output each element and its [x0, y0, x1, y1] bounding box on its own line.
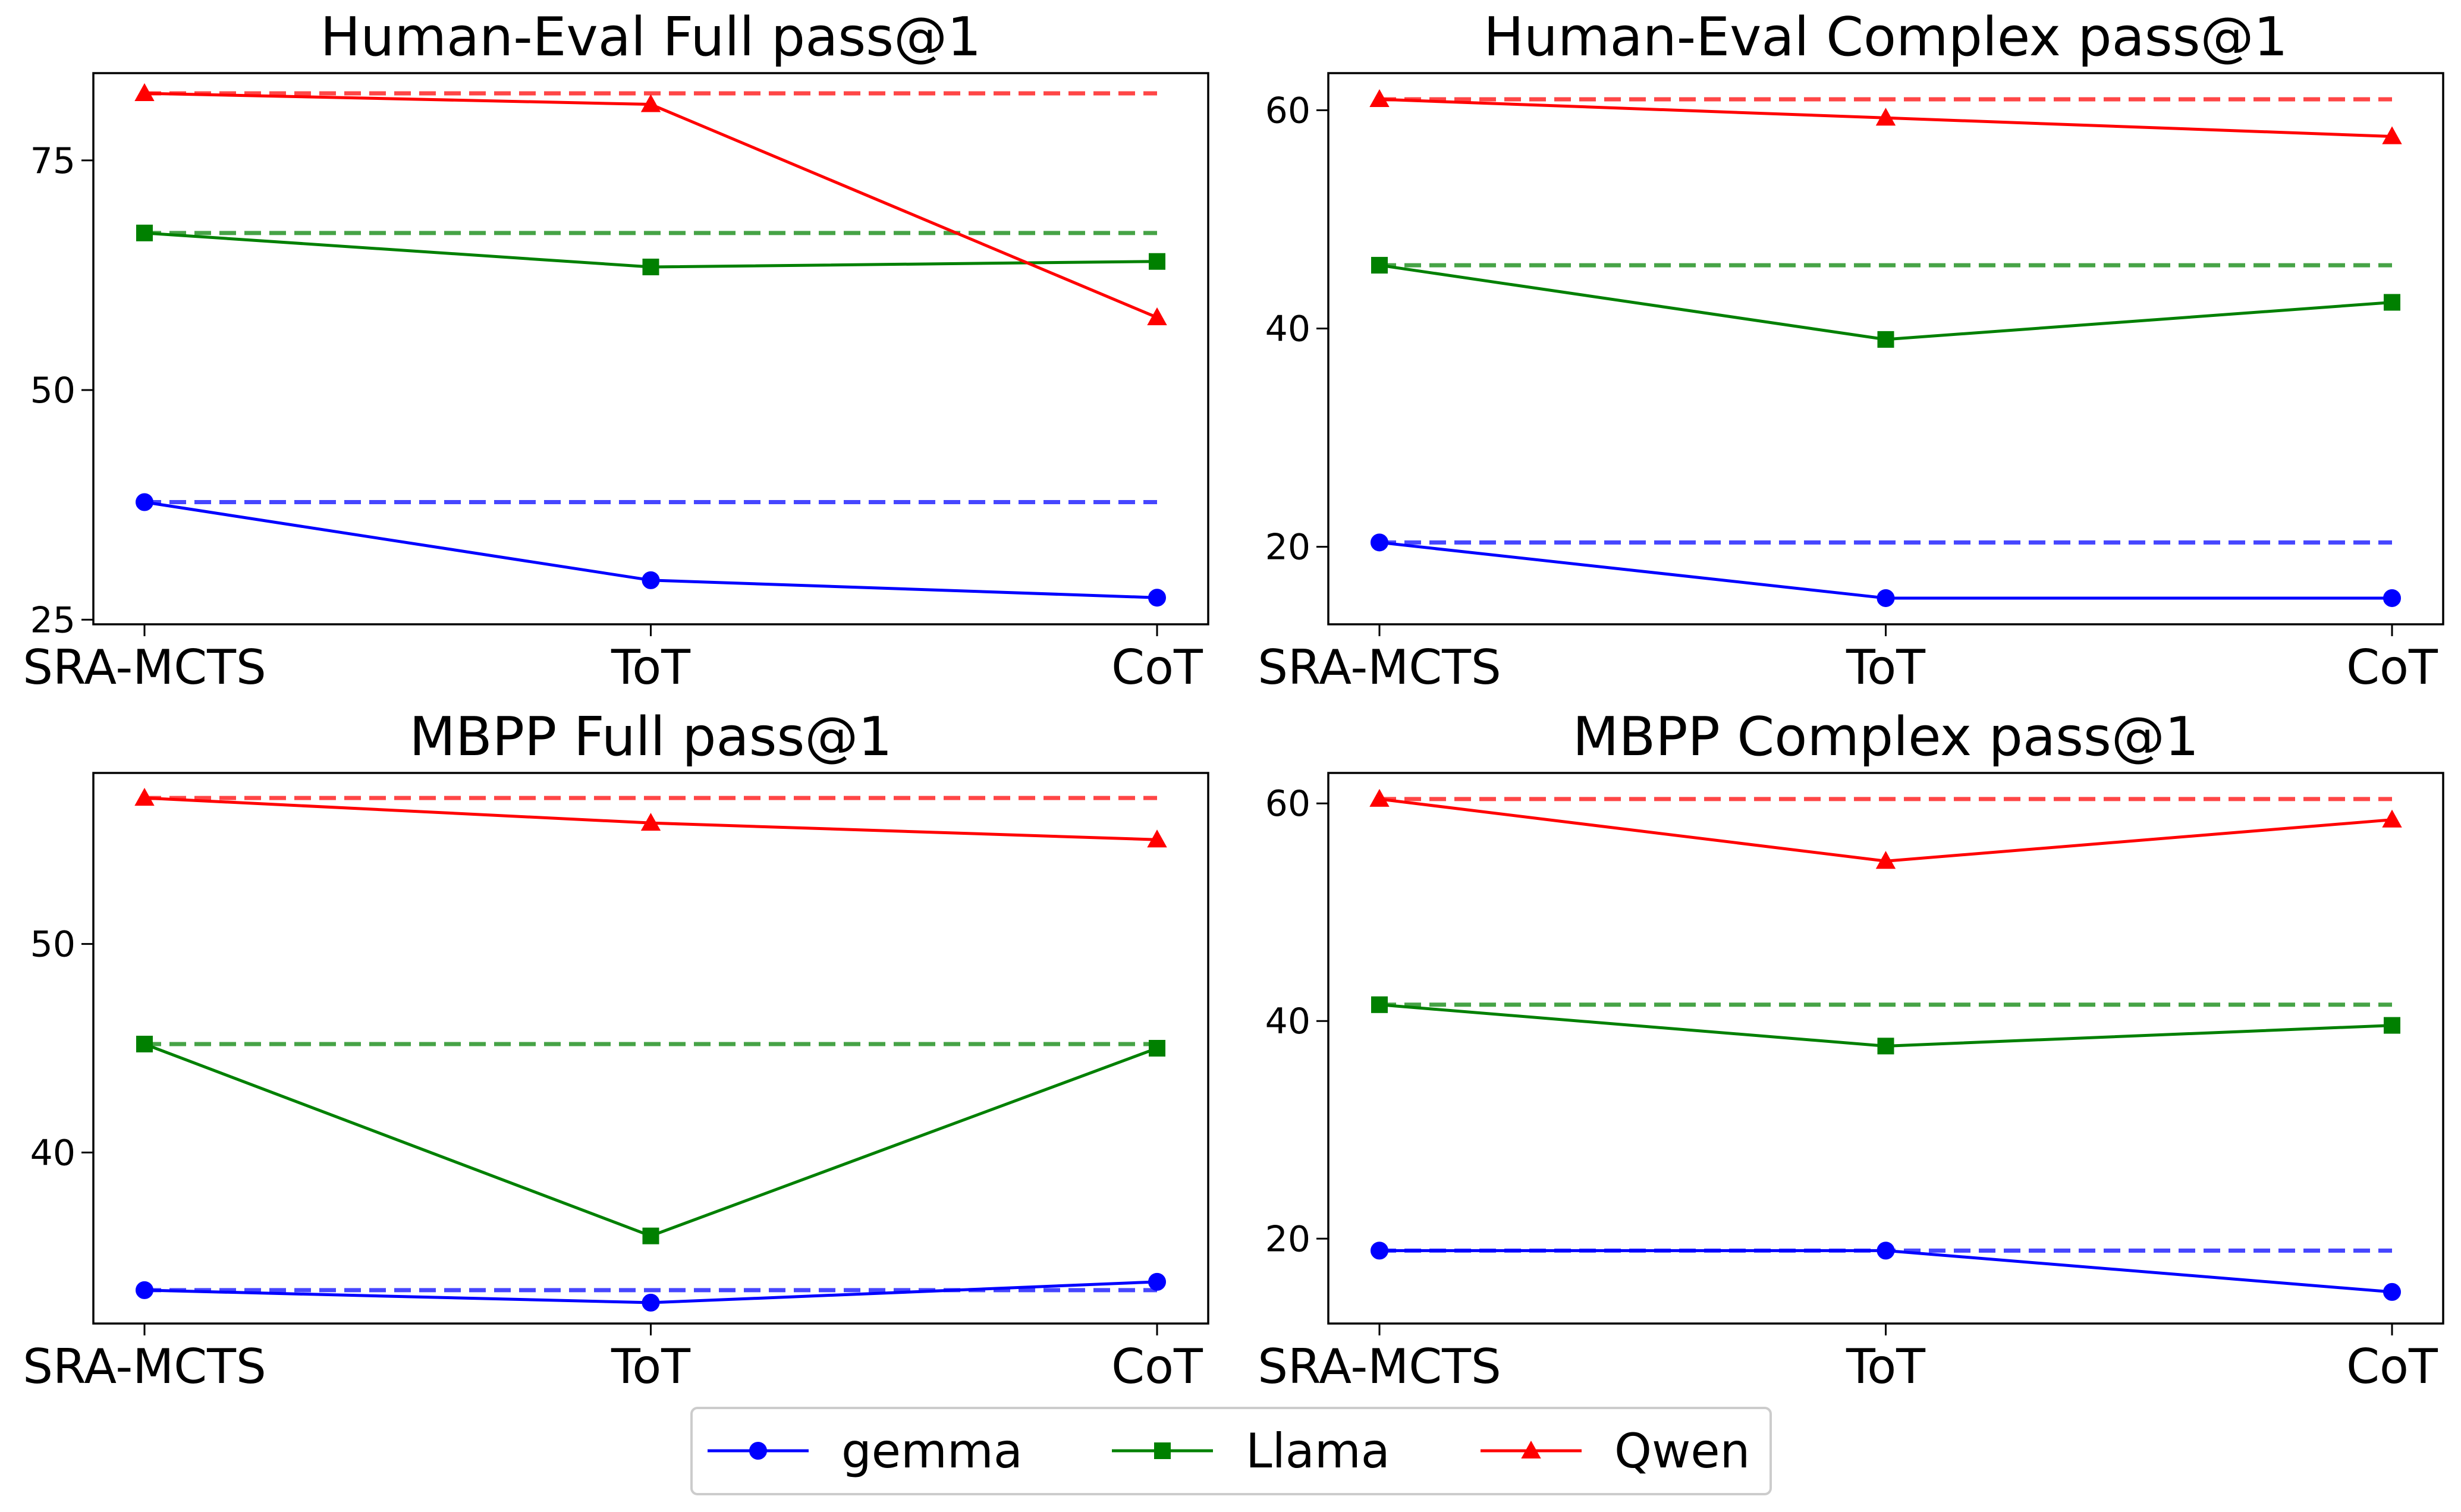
data-point-qwen — [1875, 108, 1896, 126]
data-point-gemma — [136, 493, 153, 511]
data-point-qwen — [134, 788, 155, 806]
data-point-llama — [136, 224, 153, 241]
data-point-gemma — [1371, 1241, 1388, 1260]
data-point-qwen — [1369, 89, 1390, 108]
data-point-gemma — [642, 1293, 660, 1312]
legend-marker-square — [1154, 1442, 1171, 1459]
legend-item-llama: Llama — [1112, 1423, 1390, 1479]
x-tick-label: SRA-MCTS — [1258, 1339, 1501, 1394]
series-line-llama — [1379, 263, 2393, 341]
data-point-qwen — [640, 94, 661, 112]
data-point-llama — [136, 1035, 153, 1052]
x-tick-label: ToT — [1846, 1339, 1926, 1394]
x-tick-label: CoT — [1111, 1339, 1203, 1394]
x-tick-label: ToT — [611, 640, 691, 695]
data-point-gemma — [1877, 589, 1895, 607]
chart-title: Human-Eval Full pass@1 — [320, 6, 982, 68]
data-point-llama — [1149, 1040, 1165, 1057]
y-tick-label: 50 — [30, 924, 76, 966]
chart-panel-2: Human-Eval Complex pass@1 20 40 60 SRA-MCTS T… — [1258, 6, 2444, 695]
data-point-llama — [2384, 1017, 2400, 1034]
legend-label: Qwen — [1614, 1423, 1750, 1479]
x-tick-label: CoT — [2346, 640, 2438, 695]
legend-item-qwen: Qwen — [1481, 1423, 1750, 1479]
data-point-gemma — [1877, 1241, 1895, 1260]
data-point-llama — [1877, 1038, 1894, 1055]
chart-panels: Human-Eval Full pass@1 25 50 75 SRA-MCTS ToT C… — [23, 6, 2444, 1394]
x-tick-label: SRA-MCTS — [23, 640, 266, 695]
series-line-llama — [144, 1042, 1158, 1238]
chart-title: Human-Eval Complex pass@1 — [1483, 6, 2288, 68]
data-point-qwen — [1875, 851, 1896, 869]
x-tick-label: SRA-MCTS — [1258, 640, 1501, 695]
data-point-qwen — [640, 813, 661, 831]
x-tick-label: ToT — [611, 1339, 691, 1394]
legend-marker-triangle — [1521, 1440, 1541, 1458]
x-tick-label: CoT — [2346, 1339, 2438, 1394]
chart-title: MBPP Complex pass@1 — [1573, 706, 2199, 768]
y-tick-label: 25 — [30, 599, 76, 641]
axes-frame — [1327, 772, 2444, 1325]
data-point-gemma — [136, 1281, 153, 1299]
y-tick-label: 60 — [1265, 90, 1310, 131]
data-point-llama — [642, 258, 659, 275]
axes-frame — [92, 772, 1209, 1325]
x-tick-label: CoT — [1111, 640, 1203, 695]
axes-frame — [1327, 72, 2444, 625]
data-point-gemma — [2383, 589, 2401, 607]
data-point-llama — [642, 1227, 659, 1244]
y-tick-label: 40 — [30, 1132, 76, 1174]
y-tick-label: 75 — [30, 140, 76, 182]
data-point-qwen — [1147, 829, 1167, 848]
data-point-gemma — [2383, 1282, 2401, 1301]
legend-box — [690, 1407, 1772, 1495]
data-point-llama — [1371, 257, 1388, 274]
legend-label: Llama — [1246, 1423, 1390, 1479]
data-point-qwen — [2382, 809, 2402, 828]
series-line-qwen — [144, 92, 1158, 319]
legend-marker-circle — [749, 1442, 767, 1460]
y-tick-label: 20 — [1265, 1218, 1310, 1260]
x-tick-label: SRA-MCTS — [23, 1339, 266, 1394]
chart-panel-1: Human-Eval Full pass@1 25 50 75 SRA-MCTS ToT C… — [23, 6, 1209, 695]
data-point-gemma — [1148, 589, 1166, 607]
chart-panel-3: MBPP Full pass@1 40 50 SRA-MCTS ToT CoT — [23, 706, 1209, 1394]
chart-panel-4: MBPP Complex pass@1 20 40 60 SRA-MCTS ToT CoT — [1258, 706, 2444, 1394]
legend-label: gemma — [841, 1423, 1023, 1479]
y-tick-label: 20 — [1265, 527, 1310, 568]
chart-title: MBPP Full pass@1 — [409, 706, 892, 768]
legend: gemma Llama Qwen — [690, 1407, 1772, 1495]
data-point-qwen — [1147, 307, 1167, 325]
y-tick-label: 60 — [1265, 783, 1310, 825]
y-tick-label: 50 — [30, 370, 76, 411]
data-point-llama — [1149, 253, 1165, 270]
data-point-llama — [1877, 331, 1894, 348]
axes-frame — [92, 72, 1209, 625]
data-point-gemma — [1371, 533, 1388, 552]
y-tick-label: 40 — [1265, 1001, 1310, 1042]
data-point-qwen — [1369, 788, 1390, 807]
data-point-llama — [2384, 294, 2400, 311]
y-tick-label: 40 — [1265, 309, 1310, 350]
x-tick-label: ToT — [1846, 640, 1926, 695]
data-point-gemma — [642, 571, 660, 589]
data-point-llama — [1371, 996, 1388, 1013]
data-point-qwen — [2382, 126, 2402, 144]
legend-item-gemma: gemma — [708, 1423, 1023, 1479]
data-point-qwen — [134, 83, 155, 101]
data-point-gemma — [1148, 1272, 1166, 1291]
